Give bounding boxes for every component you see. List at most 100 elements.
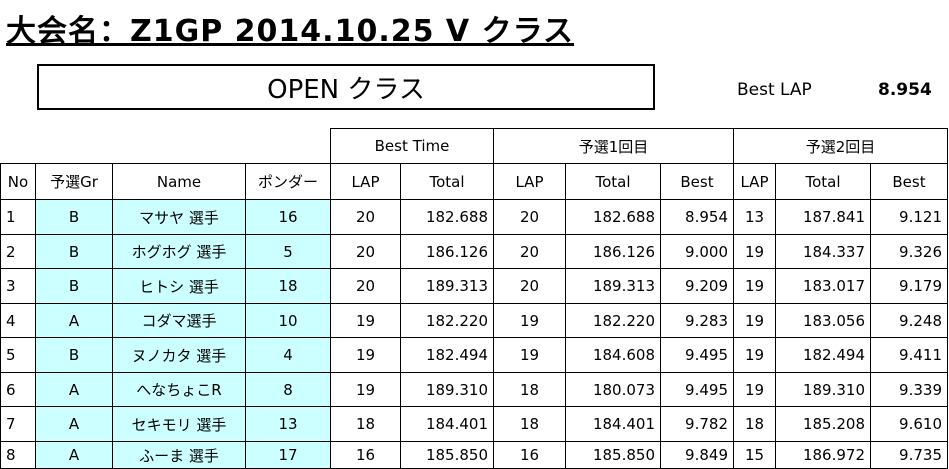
cell: 9.121 — [870, 199, 948, 235]
cell: 9.283 — [660, 303, 734, 338]
cell: ヌノカタ 選手 — [112, 337, 246, 373]
cell: 9.248 — [870, 303, 948, 338]
cell: 13 — [733, 199, 776, 235]
cell: 16 — [493, 441, 566, 469]
cell: A — [35, 441, 113, 469]
cell: 5 — [0, 337, 36, 373]
cell: 8.954 — [660, 199, 734, 235]
cell: A — [35, 303, 113, 338]
cell: 6 — [0, 372, 36, 407]
column-header: 予選Gr — [35, 163, 113, 200]
cell: 19 — [733, 234, 776, 269]
cell: 18 — [733, 406, 776, 442]
cell: A — [35, 406, 113, 442]
cell: A — [35, 372, 113, 407]
cell: 180.073 — [565, 372, 661, 407]
title: 大会名：Z1GP 2014.10.25 V クラス — [6, 14, 574, 49]
cell: 9.209 — [660, 268, 734, 304]
cell: 9.782 — [660, 406, 734, 442]
cell: 9.000 — [660, 234, 734, 269]
cell: 10 — [245, 303, 331, 338]
cell: 19 — [733, 268, 776, 304]
cell: 186.972 — [775, 441, 871, 469]
column-header: No — [0, 163, 36, 200]
cell: 4 — [0, 303, 36, 338]
best-lap-label: Best LAP — [737, 80, 812, 100]
cell: 17 — [245, 441, 331, 469]
cell: 20 — [330, 268, 401, 304]
cell: 19 — [493, 303, 566, 338]
group-header: Best Time — [330, 128, 494, 164]
cell: 1 — [0, 199, 36, 235]
cell: 16 — [245, 199, 331, 235]
column-header: Total — [775, 163, 871, 200]
cell: 20 — [493, 234, 566, 269]
cell: 8 — [0, 441, 36, 469]
cell: 185.208 — [775, 406, 871, 442]
column-header: LAP — [493, 163, 566, 200]
cell: コダマ選手 — [112, 303, 246, 338]
cell: 20 — [330, 199, 401, 235]
cell: 18 — [493, 406, 566, 442]
cell: 9.411 — [870, 337, 948, 373]
cell: 4 — [245, 337, 331, 373]
cell: 8 — [245, 372, 331, 407]
class-box: OPEN クラス — [37, 64, 655, 110]
cell: 19 — [733, 337, 776, 373]
cell: 182.688 — [400, 199, 494, 235]
cell: 182.220 — [400, 303, 494, 338]
cell: 186.126 — [565, 234, 661, 269]
column-header: Best — [660, 163, 734, 200]
cell: B — [35, 234, 113, 269]
cell: セキモリ 選手 — [112, 406, 246, 442]
cell: 18 — [493, 372, 566, 407]
cell: ホグホグ 選手 — [112, 234, 246, 269]
cell: ヒトシ 選手 — [112, 268, 246, 304]
cell: 9.849 — [660, 441, 734, 469]
cell: 13 — [245, 406, 331, 442]
cell: 185.850 — [565, 441, 661, 469]
cell: 19 — [330, 303, 401, 338]
cell: 182.220 — [565, 303, 661, 338]
cell: 9.179 — [870, 268, 948, 304]
column-header: Best — [870, 163, 948, 200]
cell: 184.608 — [565, 337, 661, 373]
column-header: LAP — [330, 163, 401, 200]
cell: ふーま 選手 — [112, 441, 246, 469]
cell: 185.850 — [400, 441, 494, 469]
cell: 19 — [330, 372, 401, 407]
cell: 189.313 — [400, 268, 494, 304]
cell: 19 — [733, 303, 776, 338]
column-header: Total — [400, 163, 494, 200]
cell: B — [35, 199, 113, 235]
cell: 182.494 — [775, 337, 871, 373]
cell: 19 — [330, 337, 401, 373]
cell: 9.495 — [660, 337, 734, 373]
cell: 183.017 — [775, 268, 871, 304]
cell: 184.401 — [400, 406, 494, 442]
cell: 9.735 — [870, 441, 948, 469]
cell: 9.495 — [660, 372, 734, 407]
cell: 20 — [330, 234, 401, 269]
cell: 183.056 — [775, 303, 871, 338]
cell: 18 — [330, 406, 401, 442]
cell: 9.326 — [870, 234, 948, 269]
cell: マサヤ 選手 — [112, 199, 246, 235]
column-header: ポンダー — [245, 163, 331, 200]
cell: 19 — [733, 372, 776, 407]
cell: 5 — [245, 234, 331, 269]
cell: 9.610 — [870, 406, 948, 442]
column-header: Total — [565, 163, 661, 200]
cell: B — [35, 268, 113, 304]
cell: 182.688 — [565, 199, 661, 235]
cell: 189.310 — [400, 372, 494, 407]
group-header: 予選1回目 — [493, 128, 734, 164]
cell: 3 — [0, 268, 36, 304]
cell: 184.337 — [775, 234, 871, 269]
cell: 187.841 — [775, 199, 871, 235]
cell: 182.494 — [400, 337, 494, 373]
cell: 20 — [493, 268, 566, 304]
cell: 189.310 — [775, 372, 871, 407]
cell: 20 — [493, 199, 566, 235]
